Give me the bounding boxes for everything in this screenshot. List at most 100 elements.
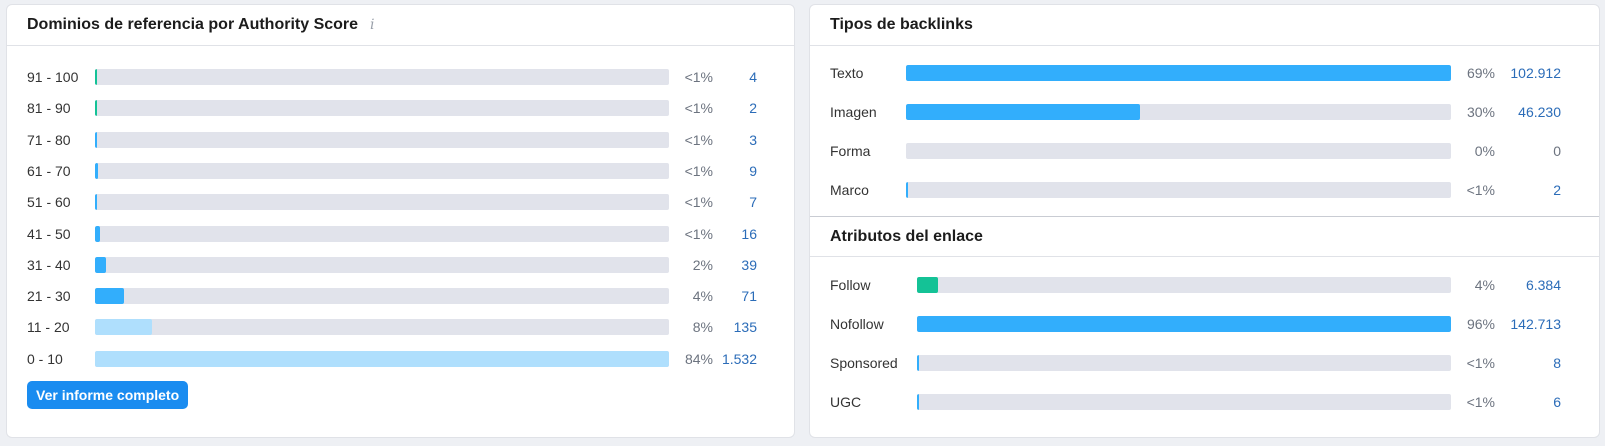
authority-percent: <1% xyxy=(684,162,713,179)
authority-card-title: Dominios de referencia por Authority Sco… xyxy=(27,16,359,33)
full-report-button[interactable]: Ver informe completo xyxy=(27,381,189,409)
backlink-type-percent: 30% xyxy=(1466,104,1495,120)
authority-count-link[interactable]: 4 xyxy=(749,69,757,85)
link-attribute-row: UGC <1% 6 xyxy=(830,393,1570,411)
authority-row: 61 - 70 <1% 9 xyxy=(27,162,767,180)
authority-bar-fill xyxy=(95,288,124,305)
authority-bar-fill xyxy=(95,162,98,179)
authority-bar-fill xyxy=(95,256,107,273)
authority-count-link[interactable]: 71 xyxy=(741,288,757,305)
link-attribute-percent: <1% xyxy=(1466,355,1495,371)
authority-percent: <1% xyxy=(684,131,713,148)
info-icon[interactable]: i xyxy=(370,17,375,33)
backlink-type-row: Forma 0% 0 xyxy=(830,142,1570,160)
authority-label: 81 - 90 xyxy=(27,100,71,117)
link-attribute-label: UGC xyxy=(830,394,862,410)
authority-percent: <1% xyxy=(684,69,713,85)
backlink-type-bar-fill xyxy=(906,182,908,198)
section-divider xyxy=(810,216,1599,217)
authority-percent: <1% xyxy=(684,225,713,242)
backlink-type-row: Marco <1% 2 xyxy=(830,181,1570,199)
authority-count-link[interactable]: 1.532 xyxy=(721,350,757,367)
link-attribute-label: Sponsored xyxy=(830,355,898,371)
authority-label: 41 - 50 xyxy=(27,225,71,242)
authority-bar-fill xyxy=(95,131,97,148)
authority-label: 51 - 60 xyxy=(27,194,71,211)
backlink-type-bar-track xyxy=(906,104,1451,120)
authority-count-link[interactable]: 9 xyxy=(749,162,757,179)
backlink-type-percent: <1% xyxy=(1466,182,1495,198)
authority-row: 71 - 80 <1% 3 xyxy=(27,131,767,149)
authority-row: 21 - 30 4% 71 xyxy=(27,287,767,305)
authority-row: 0 - 10 84% 1.532 xyxy=(27,350,767,368)
authority-card-header: Dominios de referencia por Authority Sco… xyxy=(7,5,794,46)
authority-bar-fill xyxy=(95,194,98,211)
authority-bar-track xyxy=(95,225,669,242)
authority-count-link[interactable]: 2 xyxy=(749,100,757,117)
authority-count-link[interactable]: 39 xyxy=(741,256,757,273)
link-attribute-bar-fill xyxy=(917,316,1451,332)
authority-row: 81 - 90 <1% 2 xyxy=(27,99,767,117)
backlink-type-count-link[interactable]: 2 xyxy=(1553,182,1561,198)
backlink-type-count-link: 0 xyxy=(1553,143,1561,159)
link-attributes-header: Atributos del enlace xyxy=(810,217,1599,257)
authority-bar-track xyxy=(95,69,669,85)
link-attribute-row: Follow 4% 6.384 xyxy=(830,276,1570,294)
link-attribute-count-link[interactable]: 6.384 xyxy=(1525,277,1561,293)
backlink-type-row: Imagen 30% 46.230 xyxy=(830,103,1570,121)
authority-count-link[interactable]: 135 xyxy=(733,319,757,336)
authority-bar-track xyxy=(95,131,669,148)
authority-bar-track xyxy=(95,319,669,336)
link-attribute-bar-fill xyxy=(917,277,939,293)
backlink-type-count-link[interactable]: 46.230 xyxy=(1518,104,1561,120)
link-attributes-title: Atributos del enlace xyxy=(830,227,983,245)
authority-score-card: Dominios de referencia por Authority Sco… xyxy=(6,4,795,438)
authority-bar-fill xyxy=(95,69,98,85)
authority-row: 91 - 100 <1% 4 xyxy=(27,68,767,86)
link-attribute-bar-track xyxy=(917,355,1451,371)
link-attribute-percent: <1% xyxy=(1466,394,1495,410)
authority-bar-track xyxy=(95,194,669,211)
link-attribute-bar-track xyxy=(917,394,1451,410)
backlink-types-header: Tipos de backlinks xyxy=(810,5,1599,46)
authority-bar-fill xyxy=(95,350,669,367)
link-attribute-row: Sponsored <1% 8 xyxy=(830,354,1570,372)
backlink-type-bar-fill xyxy=(906,104,1141,120)
backlink-type-label: Imagen xyxy=(830,104,877,120)
authority-label: 91 - 100 xyxy=(27,69,79,85)
authority-label: 61 - 70 xyxy=(27,162,71,179)
authority-label: 71 - 80 xyxy=(27,131,71,148)
authority-count-link[interactable]: 3 xyxy=(749,131,757,148)
authority-percent: <1% xyxy=(684,194,713,211)
authority-bar-track xyxy=(95,256,669,273)
authority-bar-track xyxy=(95,350,669,367)
backlink-type-label: Marco xyxy=(830,182,869,198)
authority-row: 41 - 50 <1% 16 xyxy=(27,225,767,243)
link-attribute-count-link[interactable]: 8 xyxy=(1553,355,1561,371)
backlink-type-row: Texto 69% 102.912 xyxy=(830,64,1570,82)
backlink-type-bar-fill xyxy=(906,65,1451,81)
authority-row: 31 - 40 2% 39 xyxy=(27,256,767,274)
link-attribute-count-link[interactable]: 142.713 xyxy=(1510,316,1561,332)
authority-row: 11 - 20 8% 135 xyxy=(27,318,767,336)
authority-percent: <1% xyxy=(684,100,713,117)
backlink-type-count-link[interactable]: 102.912 xyxy=(1510,65,1561,81)
backlink-types-title: Tipos de backlinks xyxy=(830,16,973,33)
link-attribute-row: Nofollow 96% 142.713 xyxy=(830,315,1570,333)
backlink-type-label: Forma xyxy=(830,143,871,159)
backlink-type-percent: 0% xyxy=(1474,143,1495,159)
authority-row: 51 - 60 <1% 7 xyxy=(27,193,767,211)
authority-bar-track xyxy=(95,162,669,179)
authority-label: 31 - 40 xyxy=(27,256,71,273)
link-attribute-bar-track xyxy=(917,277,1451,293)
link-attribute-count-link[interactable]: 6 xyxy=(1553,394,1561,410)
authority-label: 0 - 10 xyxy=(27,350,63,367)
authority-label: 11 - 20 xyxy=(27,319,70,336)
link-attribute-bar-track xyxy=(917,316,1451,332)
authority-label: 21 - 30 xyxy=(27,288,71,305)
authority-count-link[interactable]: 16 xyxy=(741,225,757,242)
backlinks-card: Tipos de backlinks Texto 69% 102.912 Imagen… xyxy=(809,4,1600,438)
authority-count-link[interactable]: 7 xyxy=(749,194,757,211)
authority-bar-track xyxy=(95,288,669,305)
authority-percent: 84% xyxy=(684,350,713,367)
